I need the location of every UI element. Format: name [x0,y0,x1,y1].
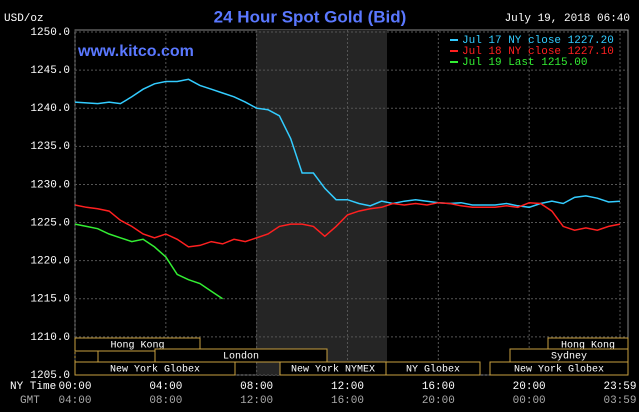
x2-tick-label: 12:00 [240,395,273,407]
y-tick-label: 1240.0 [30,103,70,115]
session-box [154,348,328,363]
session-box [489,361,629,376]
series-line [74,201,621,248]
x2-row-label: GMT [20,395,40,407]
session-box [385,361,481,376]
x2-tick-label: 00:00 [513,395,546,407]
y-tick-label: 1215.0 [30,294,70,306]
x-row-label: NY Time [10,381,56,393]
session-label: London [223,351,259,363]
y-axis-label: USD/oz [4,13,44,25]
x-tick-label: 23:59 [603,381,636,393]
y-tick-label: 1245.0 [30,65,70,77]
legend-label: Jul 19 Last 1215.00 [462,57,587,69]
x-tick-label: 20:00 [513,381,546,393]
y-tick-label: 1235.0 [30,141,70,153]
x2-tick-label: 20:00 [422,395,455,407]
x-tick-label: 12:00 [331,381,364,393]
session-label: Sydney [551,351,587,363]
session-label: Hong Kong [110,341,164,352]
legend-label: Jul 18 NY close 1227.10 [462,46,614,58]
session-label: Hong Kong [561,341,615,352]
session-label: New York Globex [110,364,200,376]
chart-title: 24 Hour Spot Gold (Bid) [214,7,407,26]
watermark: www.kitco.com [77,43,194,60]
series-line [74,78,621,209]
session-box [74,337,201,352]
x-tick-label: 04:00 [149,381,182,393]
session-label: New York Globex [514,364,604,376]
y-tick-label: 1210.0 [30,332,70,344]
y-tick-label: 1225.0 [30,217,70,229]
x-tick-label: 08:00 [240,381,273,393]
legend-label: Jul 17 NY close 1227.20 [462,35,614,47]
y-tick-label: 1220.0 [30,256,70,268]
x2-tick-label: 16:00 [331,395,364,407]
session-label: NY Globex [406,364,460,376]
date: July 19, 2018 06:40 [505,13,630,25]
series-line [74,223,224,300]
x-tick-label: 00:00 [58,381,91,393]
y-tick-label: 1205.0 [30,370,70,382]
x2-tick-label: 08:00 [149,395,182,407]
session-label: New York NYMEX [291,364,375,376]
shaded-session [256,30,387,375]
y-tick-label: 1230.0 [30,179,70,191]
x2-tick-label: 03:59 [603,395,636,407]
y-tick-label: 1250.0 [30,27,70,39]
x2-tick-label: 04:00 [58,395,91,407]
x-tick-label: 16:00 [422,381,455,393]
session-box [74,361,236,376]
